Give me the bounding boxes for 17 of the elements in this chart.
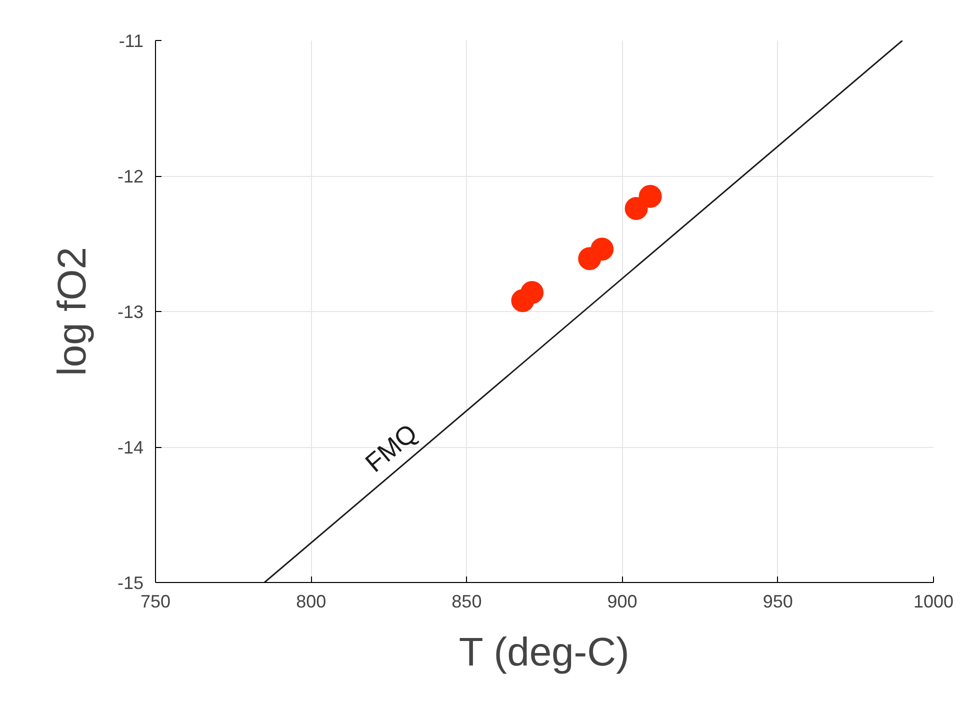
x-tick-label: 900 [607,592,638,612]
x-tick-label: 800 [296,592,326,612]
y-tick-label: -12 [117,166,144,186]
y-tick-label: -11 [118,31,144,51]
point [638,184,662,208]
x-tick-label: 1000 [913,592,954,612]
x-axis-title: T (deg-C) [458,630,630,674]
point [624,197,648,220]
point [590,238,614,261]
point [520,281,544,304]
x-tick-label: 950 [762,592,793,612]
x-tick-label: 850 [452,592,482,612]
y-tick-label: -13 [117,302,144,322]
y-axis-title: log fO2 [50,247,94,376]
x-tick-label: 750 [140,592,171,612]
y-tick-label: -14 [117,438,144,458]
y-tick-label: -15 [117,573,144,593]
